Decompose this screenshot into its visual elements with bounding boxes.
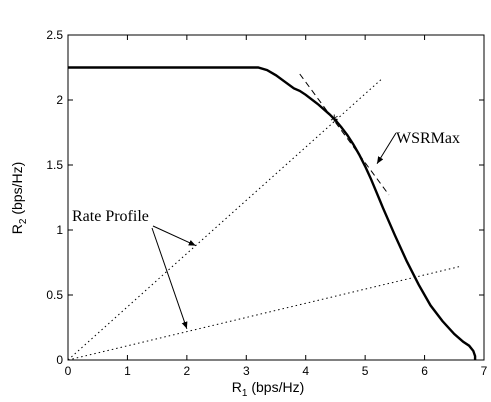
annotation-arrow-rate-profile-1 [152, 225, 196, 247]
x-tick-label: 2 [184, 364, 191, 378]
x-tick-label: 1 [124, 364, 131, 378]
annotation-arrow-rate-profile-2 [151, 227, 188, 329]
y-tick-label: 1.5 [46, 158, 63, 172]
x-tick-label: 0 [65, 364, 72, 378]
x-axis-label: R1 (bps/Hz) [232, 379, 304, 399]
y-axis-label: R2 (bps/Hz) [9, 162, 29, 234]
x-tick-label: 3 [243, 364, 250, 378]
annotation-rate-profile: Rate Profile [72, 208, 149, 225]
plot-area [67, 34, 485, 361]
x-tick-label: 6 [421, 364, 428, 378]
y-tick-label: 2.5 [46, 28, 63, 42]
y-tick-label: 2 [56, 93, 63, 107]
y-tick-label: 0.5 [46, 288, 63, 302]
series-line-rate-profile [67, 77, 384, 361]
annotation-arrow-wsrmax [376, 132, 397, 164]
y-tick-label: 0 [56, 353, 63, 367]
series-layer: * [67, 66, 477, 361]
x-tick-label: 4 [302, 364, 309, 378]
x-tick-label: 5 [362, 364, 369, 378]
ticks: 0 1 2 3 4 5 6 7 0 0.5 1 1.5 2 2.5 [46, 28, 487, 378]
series-line-rate-region [68, 66, 477, 360]
y-tick-label: 1 [56, 223, 63, 237]
marker-star: * [330, 111, 338, 130]
series-line-tangent [299, 73, 390, 196]
annotation-wsrmax: WSRMax [396, 130, 460, 147]
x-tick-label: 7 [481, 364, 488, 378]
